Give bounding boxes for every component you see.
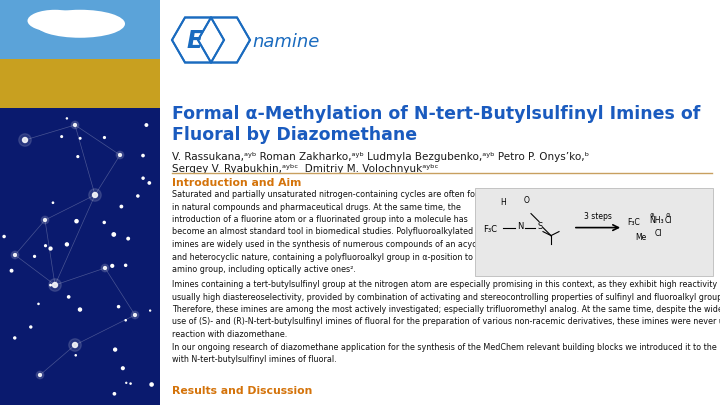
Circle shape — [41, 216, 49, 224]
Circle shape — [113, 392, 116, 395]
Ellipse shape — [27, 10, 83, 32]
Circle shape — [92, 192, 97, 198]
Circle shape — [38, 373, 42, 377]
Text: Me: Me — [635, 233, 647, 242]
Circle shape — [43, 219, 47, 222]
Circle shape — [71, 121, 78, 129]
Circle shape — [145, 124, 148, 126]
Circle shape — [34, 256, 35, 257]
Text: O: O — [524, 196, 530, 205]
Circle shape — [75, 220, 78, 223]
Circle shape — [114, 348, 117, 351]
Circle shape — [73, 343, 78, 347]
Text: E: E — [187, 29, 203, 53]
Text: F₃C: F₃C — [483, 225, 497, 234]
Circle shape — [150, 383, 153, 386]
Text: Results and Discussion: Results and Discussion — [172, 386, 312, 396]
Circle shape — [142, 154, 144, 157]
Circle shape — [142, 177, 144, 179]
Text: 3 steps: 3 steps — [584, 211, 612, 221]
Circle shape — [133, 313, 137, 316]
Text: Sergey V. Ryabukhin,ᵃʸᵇᶜ  Dmitriy M. Volochnyukᵃʸᵇᶜ: Sergey V. Ryabukhin,ᵃʸᵇᶜ Dmitriy M. Volo… — [172, 164, 438, 174]
Text: Cl: Cl — [665, 216, 672, 225]
Circle shape — [111, 264, 114, 267]
Text: N: N — [517, 222, 523, 231]
Circle shape — [61, 136, 63, 137]
Circle shape — [102, 264, 109, 272]
Circle shape — [148, 182, 150, 184]
Circle shape — [89, 189, 102, 201]
Circle shape — [131, 311, 139, 319]
Circle shape — [126, 382, 127, 383]
Circle shape — [120, 205, 122, 208]
Bar — [0, 0, 160, 60]
Circle shape — [3, 235, 5, 238]
Circle shape — [14, 337, 16, 339]
Text: Imines containing a tert-butylsulfinyl group at the nitrogen atom are especially: Imines containing a tert-butylsulfinyl g… — [172, 280, 720, 364]
Circle shape — [137, 195, 139, 197]
Text: ⊕: ⊕ — [649, 213, 654, 218]
Circle shape — [36, 371, 44, 379]
Text: NH₃: NH₃ — [649, 216, 664, 225]
Circle shape — [50, 284, 51, 286]
Bar — [0, 60, 160, 108]
Circle shape — [68, 339, 81, 351]
Circle shape — [125, 264, 127, 266]
Circle shape — [10, 269, 13, 272]
Circle shape — [78, 308, 81, 311]
Circle shape — [104, 266, 107, 269]
Ellipse shape — [35, 10, 125, 38]
Circle shape — [117, 306, 120, 308]
Text: F₃C: F₃C — [627, 218, 640, 227]
Circle shape — [104, 136, 105, 139]
Bar — [180, 12, 252, 68]
Circle shape — [127, 237, 130, 240]
Circle shape — [30, 326, 32, 328]
Circle shape — [73, 124, 76, 126]
Circle shape — [103, 222, 105, 224]
Text: Cl: Cl — [655, 229, 662, 238]
Text: V. Rassukana,ᵃʸᵇ Roman Zakharko,ᵃʸᵇ Ludmyla Bezgubenko,ᵃʸᵇ Petro P. Onys’ko,ᵇ: V. Rassukana,ᵃʸᵇ Roman Zakharko,ᵃʸᵇ Ludm… — [172, 152, 589, 162]
Text: S: S — [537, 222, 542, 231]
Circle shape — [125, 320, 126, 321]
Text: namine: namine — [252, 33, 320, 51]
Bar — [0, 108, 160, 405]
Circle shape — [12, 251, 19, 259]
Circle shape — [79, 138, 81, 139]
Circle shape — [119, 153, 122, 156]
Text: Formal α-Methylation of N-tert-Butylsulfinyl Imines of
Fluoral by Diazomethane: Formal α-Methylation of N-tert-Butylsulf… — [172, 105, 701, 144]
Circle shape — [49, 247, 52, 250]
Circle shape — [122, 367, 124, 369]
Text: H: H — [500, 198, 506, 207]
Circle shape — [22, 138, 27, 143]
Text: ⊖: ⊖ — [665, 213, 670, 218]
Circle shape — [66, 118, 68, 119]
Circle shape — [53, 283, 58, 288]
Circle shape — [112, 233, 115, 236]
Circle shape — [68, 296, 70, 298]
Circle shape — [130, 383, 131, 384]
Circle shape — [77, 156, 78, 158]
Circle shape — [49, 279, 61, 291]
Text: Saturated and partially unsaturated nitrogen-containing cycles are often found
i: Saturated and partially unsaturated nitr… — [172, 190, 490, 274]
Text: Introduction and Aim: Introduction and Aim — [172, 178, 302, 188]
Circle shape — [14, 254, 17, 256]
Circle shape — [19, 134, 31, 146]
Circle shape — [116, 151, 124, 159]
Circle shape — [45, 245, 46, 247]
Bar — [160, 0, 720, 405]
Circle shape — [38, 303, 39, 305]
Circle shape — [75, 355, 76, 356]
Circle shape — [66, 243, 68, 246]
FancyBboxPatch shape — [475, 188, 713, 276]
